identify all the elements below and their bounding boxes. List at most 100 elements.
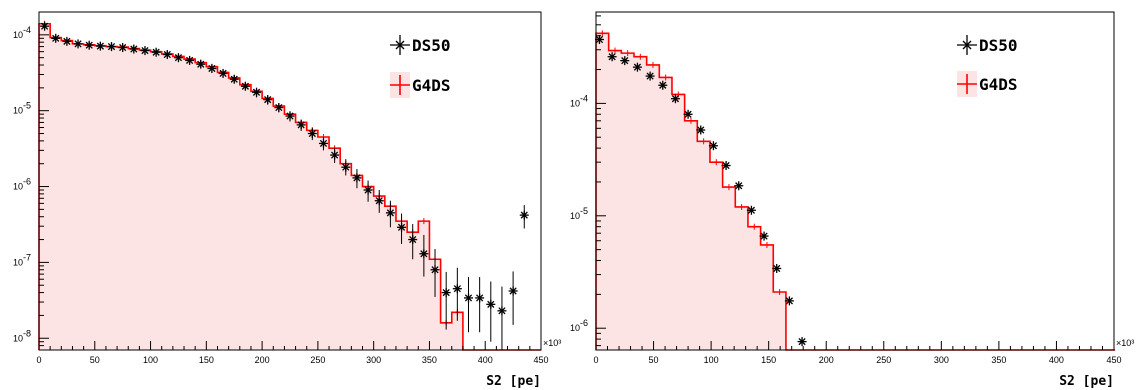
x-tick-label: 300: [934, 355, 949, 365]
data-point: [759, 231, 769, 241]
x-tick-label: 100: [704, 355, 719, 365]
data-point-d2: [509, 287, 517, 295]
data-point-d2: [386, 209, 395, 217]
data-point-d2: [174, 54, 183, 62]
data-point-d2: [52, 34, 60, 42]
data-point-d2: [798, 338, 806, 346]
data-point: [519, 210, 529, 220]
data-point: [73, 39, 83, 49]
data-point: [508, 286, 518, 296]
y-tick-exponent: -7: [23, 252, 31, 262]
x-tick-label: 400: [1049, 355, 1064, 365]
data-point-d2: [375, 197, 383, 205]
legend-marker-g4ds: [957, 71, 977, 97]
data-point-d2: [646, 72, 654, 80]
x-tick-label: 0: [36, 355, 41, 365]
data-point: [607, 52, 617, 62]
data-point: [263, 95, 273, 105]
data-point: [430, 265, 440, 275]
data-point-d2: [252, 88, 261, 96]
data-point: [746, 205, 756, 215]
data-point-d2: [697, 126, 705, 134]
data-point-d2: [96, 42, 104, 50]
y-tick-label: 10: [13, 257, 23, 267]
legend-marker-ds50: [957, 35, 977, 55]
data-point: [229, 74, 239, 84]
data-point-d2: [197, 60, 205, 68]
data-point: [385, 208, 395, 218]
x-tick-label: 350: [422, 355, 437, 365]
data-point-d2: [498, 307, 506, 315]
data-point-d2: [275, 103, 283, 112]
data-point: [51, 33, 61, 43]
data-point-d2: [453, 285, 461, 293]
mc-histogram-fill: [596, 33, 1116, 351]
data-point: [475, 293, 485, 303]
legend-label-ds50: DS50: [979, 36, 1018, 55]
data-point: [408, 235, 418, 245]
data-point: [285, 111, 295, 121]
data-point: [95, 41, 105, 51]
y-tick-label: 10: [570, 98, 580, 108]
data-point-d2: [152, 48, 160, 56]
data-point-d2: [40, 22, 49, 30]
data-point: [330, 150, 340, 160]
x-tick-label: 450: [533, 355, 548, 365]
data-point: [307, 129, 317, 139]
data-point-d2: [487, 300, 495, 308]
data-point-d2: [709, 142, 718, 150]
x-tick-label: 50: [90, 355, 100, 365]
data-point-d2: [409, 235, 417, 244]
x-axis-title: S2 [pe]: [486, 374, 541, 389]
y-tick-exponent: -6: [580, 318, 588, 328]
data-point-d2: [659, 81, 667, 89]
y-tick-label: 10: [13, 182, 23, 192]
data-point-d2: [286, 112, 294, 120]
data-point-d2: [364, 186, 372, 194]
data-point: [207, 63, 217, 73]
y-tick-exponent: -5: [580, 206, 588, 216]
y-tick-label: 10: [570, 323, 580, 333]
x-tick-label: 250: [876, 355, 891, 365]
data-point: [463, 293, 473, 303]
data-point-d2: [747, 206, 756, 214]
data-point: [218, 68, 228, 78]
data-point-d2: [520, 211, 528, 219]
legend-marker-ds50: [390, 35, 410, 55]
data-point: [129, 44, 139, 54]
data-point-d2: [633, 63, 642, 71]
data-point-d2: [464, 294, 473, 302]
data-point: [632, 62, 642, 72]
data-point-d2: [141, 46, 149, 55]
x-tick-label: 450: [1106, 355, 1121, 365]
data-point-d2: [331, 151, 339, 159]
legend-ds50-d2: [962, 40, 972, 50]
data-point: [441, 288, 451, 298]
x-tick-label: 300: [366, 355, 381, 365]
legend-label-g4ds: G4DS: [412, 76, 451, 95]
x-tick-label: 0: [593, 355, 598, 365]
data-point-d2: [342, 163, 350, 171]
data-point-d2: [353, 174, 361, 182]
data-point-d2: [735, 182, 743, 190]
data-point: [620, 56, 630, 66]
data-point-d2: [185, 56, 194, 65]
y-tick-label: 10: [13, 106, 23, 116]
y-tick-exponent: -8: [23, 328, 31, 338]
data-point: [118, 43, 128, 53]
legend-marker-g4ds: [390, 72, 410, 98]
data-point-d2: [219, 69, 227, 78]
legend-ds50-d2: [395, 40, 405, 50]
data-point: [252, 87, 262, 97]
data-point-d2: [684, 110, 692, 118]
data-point: [352, 173, 362, 183]
mc-histogram-fill: [39, 23, 541, 350]
data-point-d2: [107, 42, 116, 51]
data-point: [318, 138, 328, 148]
y-tick-exponent: -5: [23, 101, 31, 111]
data-point: [341, 162, 351, 172]
x-tick-label: 350: [991, 355, 1006, 365]
data-point-d2: [785, 297, 793, 305]
data-point-d2: [119, 43, 127, 52]
